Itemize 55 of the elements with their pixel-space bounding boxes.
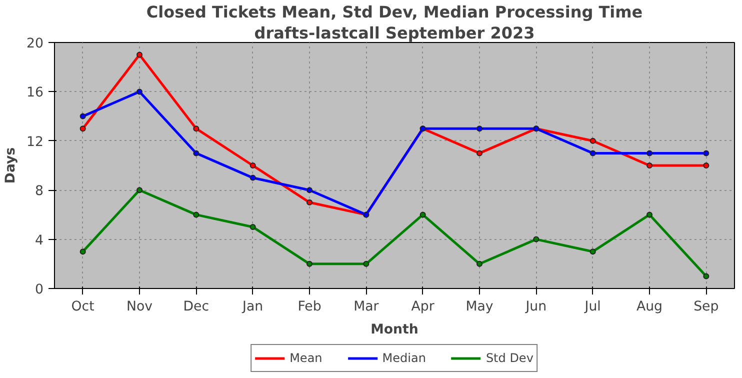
point [363, 260, 370, 267]
x-axis-title: Month [370, 322, 418, 338]
point [250, 224, 256, 230]
point [703, 150, 710, 156]
chart-title: Closed Tickets Mean, Std Dev, Median Processing Time [146, 2, 643, 22]
point [306, 260, 312, 267]
legend-label: Median [382, 351, 426, 365]
y-tick-label: 16 [26, 86, 44, 101]
x-tick-label: May [466, 300, 494, 314]
point [193, 126, 200, 132]
x-tick-label: Aug [636, 300, 663, 314]
x-tick-label: Feb [298, 300, 322, 314]
y-tick-label: 8 [35, 184, 44, 200]
y-tick-label: 12 [26, 134, 44, 150]
point [80, 113, 86, 120]
x-tick-label: Oct [71, 300, 94, 314]
point [646, 150, 652, 156]
point [590, 138, 596, 144]
point [590, 248, 596, 255]
point [193, 150, 200, 156]
y-axis-title: Days [4, 147, 19, 184]
legend-label: Mean [290, 351, 322, 365]
x-tick-label: Dec [183, 300, 210, 314]
point [306, 199, 312, 206]
x-tick-label: Apr [411, 300, 435, 314]
point [646, 162, 652, 168]
point [703, 162, 710, 168]
x-tick-label: Jan [242, 300, 264, 314]
point [80, 126, 86, 132]
point [476, 126, 482, 132]
point [646, 212, 652, 218]
point [80, 248, 86, 255]
x-tick-label: Sep [694, 300, 719, 314]
point [533, 236, 540, 242]
point [590, 150, 596, 156]
x-tick-label: Mar [354, 300, 380, 314]
point [136, 187, 142, 194]
point [250, 162, 256, 168]
y-tick-label: 0 [35, 282, 44, 298]
point [193, 212, 200, 218]
x-tick-label: Nov [126, 300, 153, 314]
point [703, 273, 710, 280]
point [420, 212, 426, 218]
point [250, 174, 256, 181]
point [306, 187, 312, 194]
point [136, 88, 142, 95]
y-tick-label: 4 [35, 233, 44, 248]
legend-label: Std Dev [486, 351, 534, 365]
point [136, 52, 142, 58]
chart-subtitle: drafts-lastcall September 2023 [254, 24, 535, 42]
x-tick-label: Jun [524, 300, 547, 314]
x-tick-label: Jul [584, 300, 601, 314]
point [476, 150, 482, 156]
point [476, 260, 482, 267]
y-tick-label: 20 [26, 36, 44, 52]
